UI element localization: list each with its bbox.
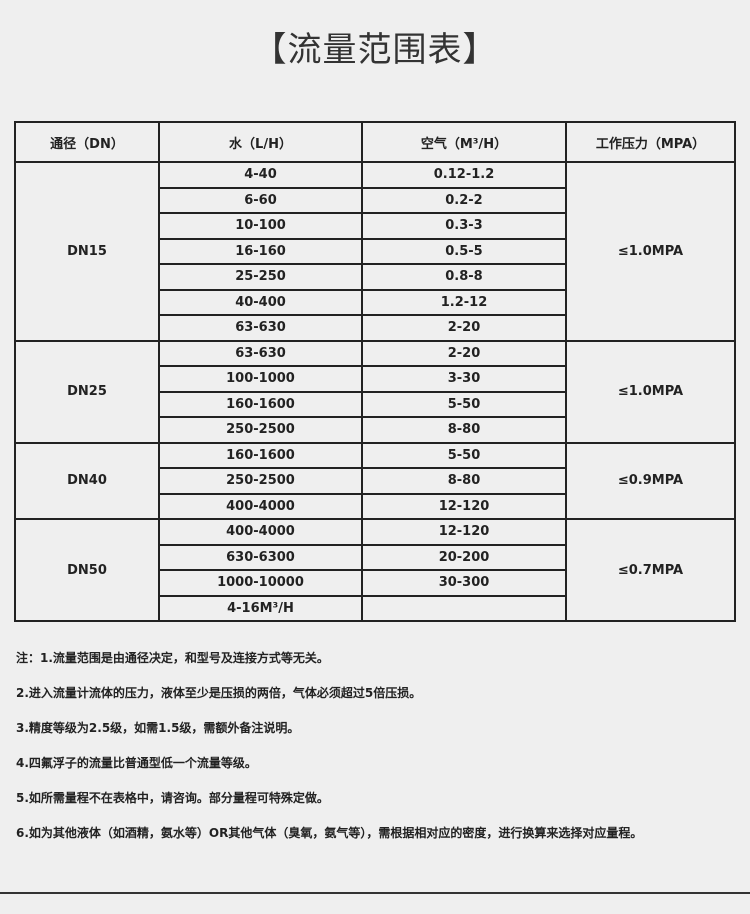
note: 6.如为其他液体（如酒精，氨水等）OR其他气体（臭氧，氨气等），需根据相对应的密… [16, 826, 643, 840]
water-range-cell: 160-1600 [158, 390, 363, 418]
water-range-cell: 160-1600 [158, 441, 363, 469]
water-range-cell: 250-2500 [158, 467, 363, 495]
water-range-cell: 10-100 [158, 212, 363, 240]
table-row: 25-250 0.8-8 [15, 263, 735, 291]
air-range-cell: 8-80 [361, 416, 567, 444]
table-row: 160-1600 5-50 [15, 390, 735, 418]
water-range-cell: 4-16M³/H [158, 594, 363, 622]
air-range-cell: 0.2-2 [361, 186, 567, 214]
table-row: 63-630 2-20 [15, 314, 735, 342]
pressure-cell: ≤0.9MPA [565, 441, 736, 520]
table-row: 630-6300 20-200 [15, 543, 735, 571]
air-range-cell: 2-20 [361, 339, 567, 367]
water-range-cell: 40-400 [158, 288, 363, 316]
table-row: DN15 4-40 0.12-1.2 ≤1.0MPA [14, 161, 736, 342]
table-row: 6-60 0.2-2 [15, 186, 735, 214]
air-range-cell: 20-200 [361, 543, 567, 571]
air-range-cell: 8-80 [361, 467, 567, 495]
table-row: DN40 160-1600 5-50 ≤0.9MPA [14, 441, 736, 520]
water-range-cell: 16-160 [158, 237, 363, 265]
water-range-cell: 630-6300 [158, 543, 363, 571]
air-range-cell [361, 594, 567, 622]
air-range-cell: 0.3-3 [361, 212, 567, 240]
air-range-cell: 12-120 [361, 492, 567, 520]
air-range-cell: 12-120 [361, 518, 567, 546]
water-range-cell: 63-630 [158, 314, 363, 342]
table-header-row: 通径（DN） 水（L/H） 空气（M³/H） 工作压力（MPA） [14, 121, 736, 163]
header-water: 水（L/H） [158, 121, 363, 163]
water-range-cell: 4-40 [158, 161, 363, 189]
page-title: 【流量范围表】 [252, 30, 498, 70]
water-range-cell: 1000-10000 [158, 569, 363, 597]
air-range-cell: 0.8-8 [361, 263, 567, 291]
pressure-cell: ≤1.0MPA [565, 161, 736, 342]
diameter-cell: DN25 [14, 339, 160, 444]
table-row: 16-160 0.5-5 [15, 237, 735, 265]
water-range-cell: 250-2500 [158, 416, 363, 444]
air-range-cell: 0.5-5 [361, 237, 567, 265]
water-range-cell: 400-4000 [158, 518, 363, 546]
air-range-cell: 0.12-1.2 [361, 161, 567, 189]
diameter-cell: DN50 [14, 518, 160, 622]
water-range-cell: 6-60 [158, 186, 363, 214]
note: 5.如所需量程不在表格中，请咨询。部分量程可特殊定做。 [16, 791, 329, 805]
note: 2.进入流量计流体的压力，液体至少是压损的两倍，气体必须超过5倍压损。 [16, 686, 422, 700]
air-range-cell: 5-50 [361, 390, 567, 418]
note: 3.精度等级为2.5级，如需1.5级，需额外备注说明。 [16, 721, 300, 735]
air-range-cell: 5-50 [361, 441, 567, 469]
air-range-cell: 1.2-12 [361, 288, 567, 316]
table-row: 1000-10000 30-300 [15, 569, 735, 597]
divider [0, 892, 750, 894]
note: 注：1.流量范围是由通径决定，和型号及连接方式等无关。 [16, 651, 329, 665]
water-range-cell: 100-1000 [158, 365, 363, 393]
pressure-cell: ≤1.0MPA [565, 339, 736, 444]
air-range-cell: 2-20 [361, 314, 567, 342]
table-row: DN50 400-4000 12-120 ≤0.7MPA [14, 518, 736, 622]
table-row: DN25 63-630 2-20 ≤1.0MPA [14, 339, 736, 444]
table-row: 4-16M³/H [15, 594, 735, 622]
diameter-cell: DN40 [14, 441, 160, 520]
table-row: 100-1000 3-30 [15, 365, 735, 393]
water-range-cell: 400-4000 [158, 492, 363, 520]
note: 4.四氟浮子的流量比普通型低一个流量等级。 [16, 756, 257, 770]
table-row: 40-400 1.2-12 [15, 288, 735, 316]
header-air: 空气（M³/H） [361, 121, 567, 163]
flow-range-table: 通径（DN） 水（L/H） 空气（M³/H） 工作压力（MPA） DN15 4-4… [14, 121, 736, 622]
diameter-cell: DN15 [14, 161, 160, 342]
header-diameter: 通径（DN） [14, 121, 160, 163]
notes: 注：1.流量范围是由通径决定，和型号及连接方式等无关。 2.进入流量计流体的压力… [16, 650, 642, 860]
air-range-cell: 3-30 [361, 365, 567, 393]
pressure-cell: ≤0.7MPA [565, 518, 736, 622]
water-range-cell: 63-630 [158, 339, 363, 367]
header-pressure: 工作压力（MPA） [565, 121, 736, 163]
air-range-cell: 30-300 [361, 569, 567, 597]
water-range-cell: 25-250 [158, 263, 363, 291]
